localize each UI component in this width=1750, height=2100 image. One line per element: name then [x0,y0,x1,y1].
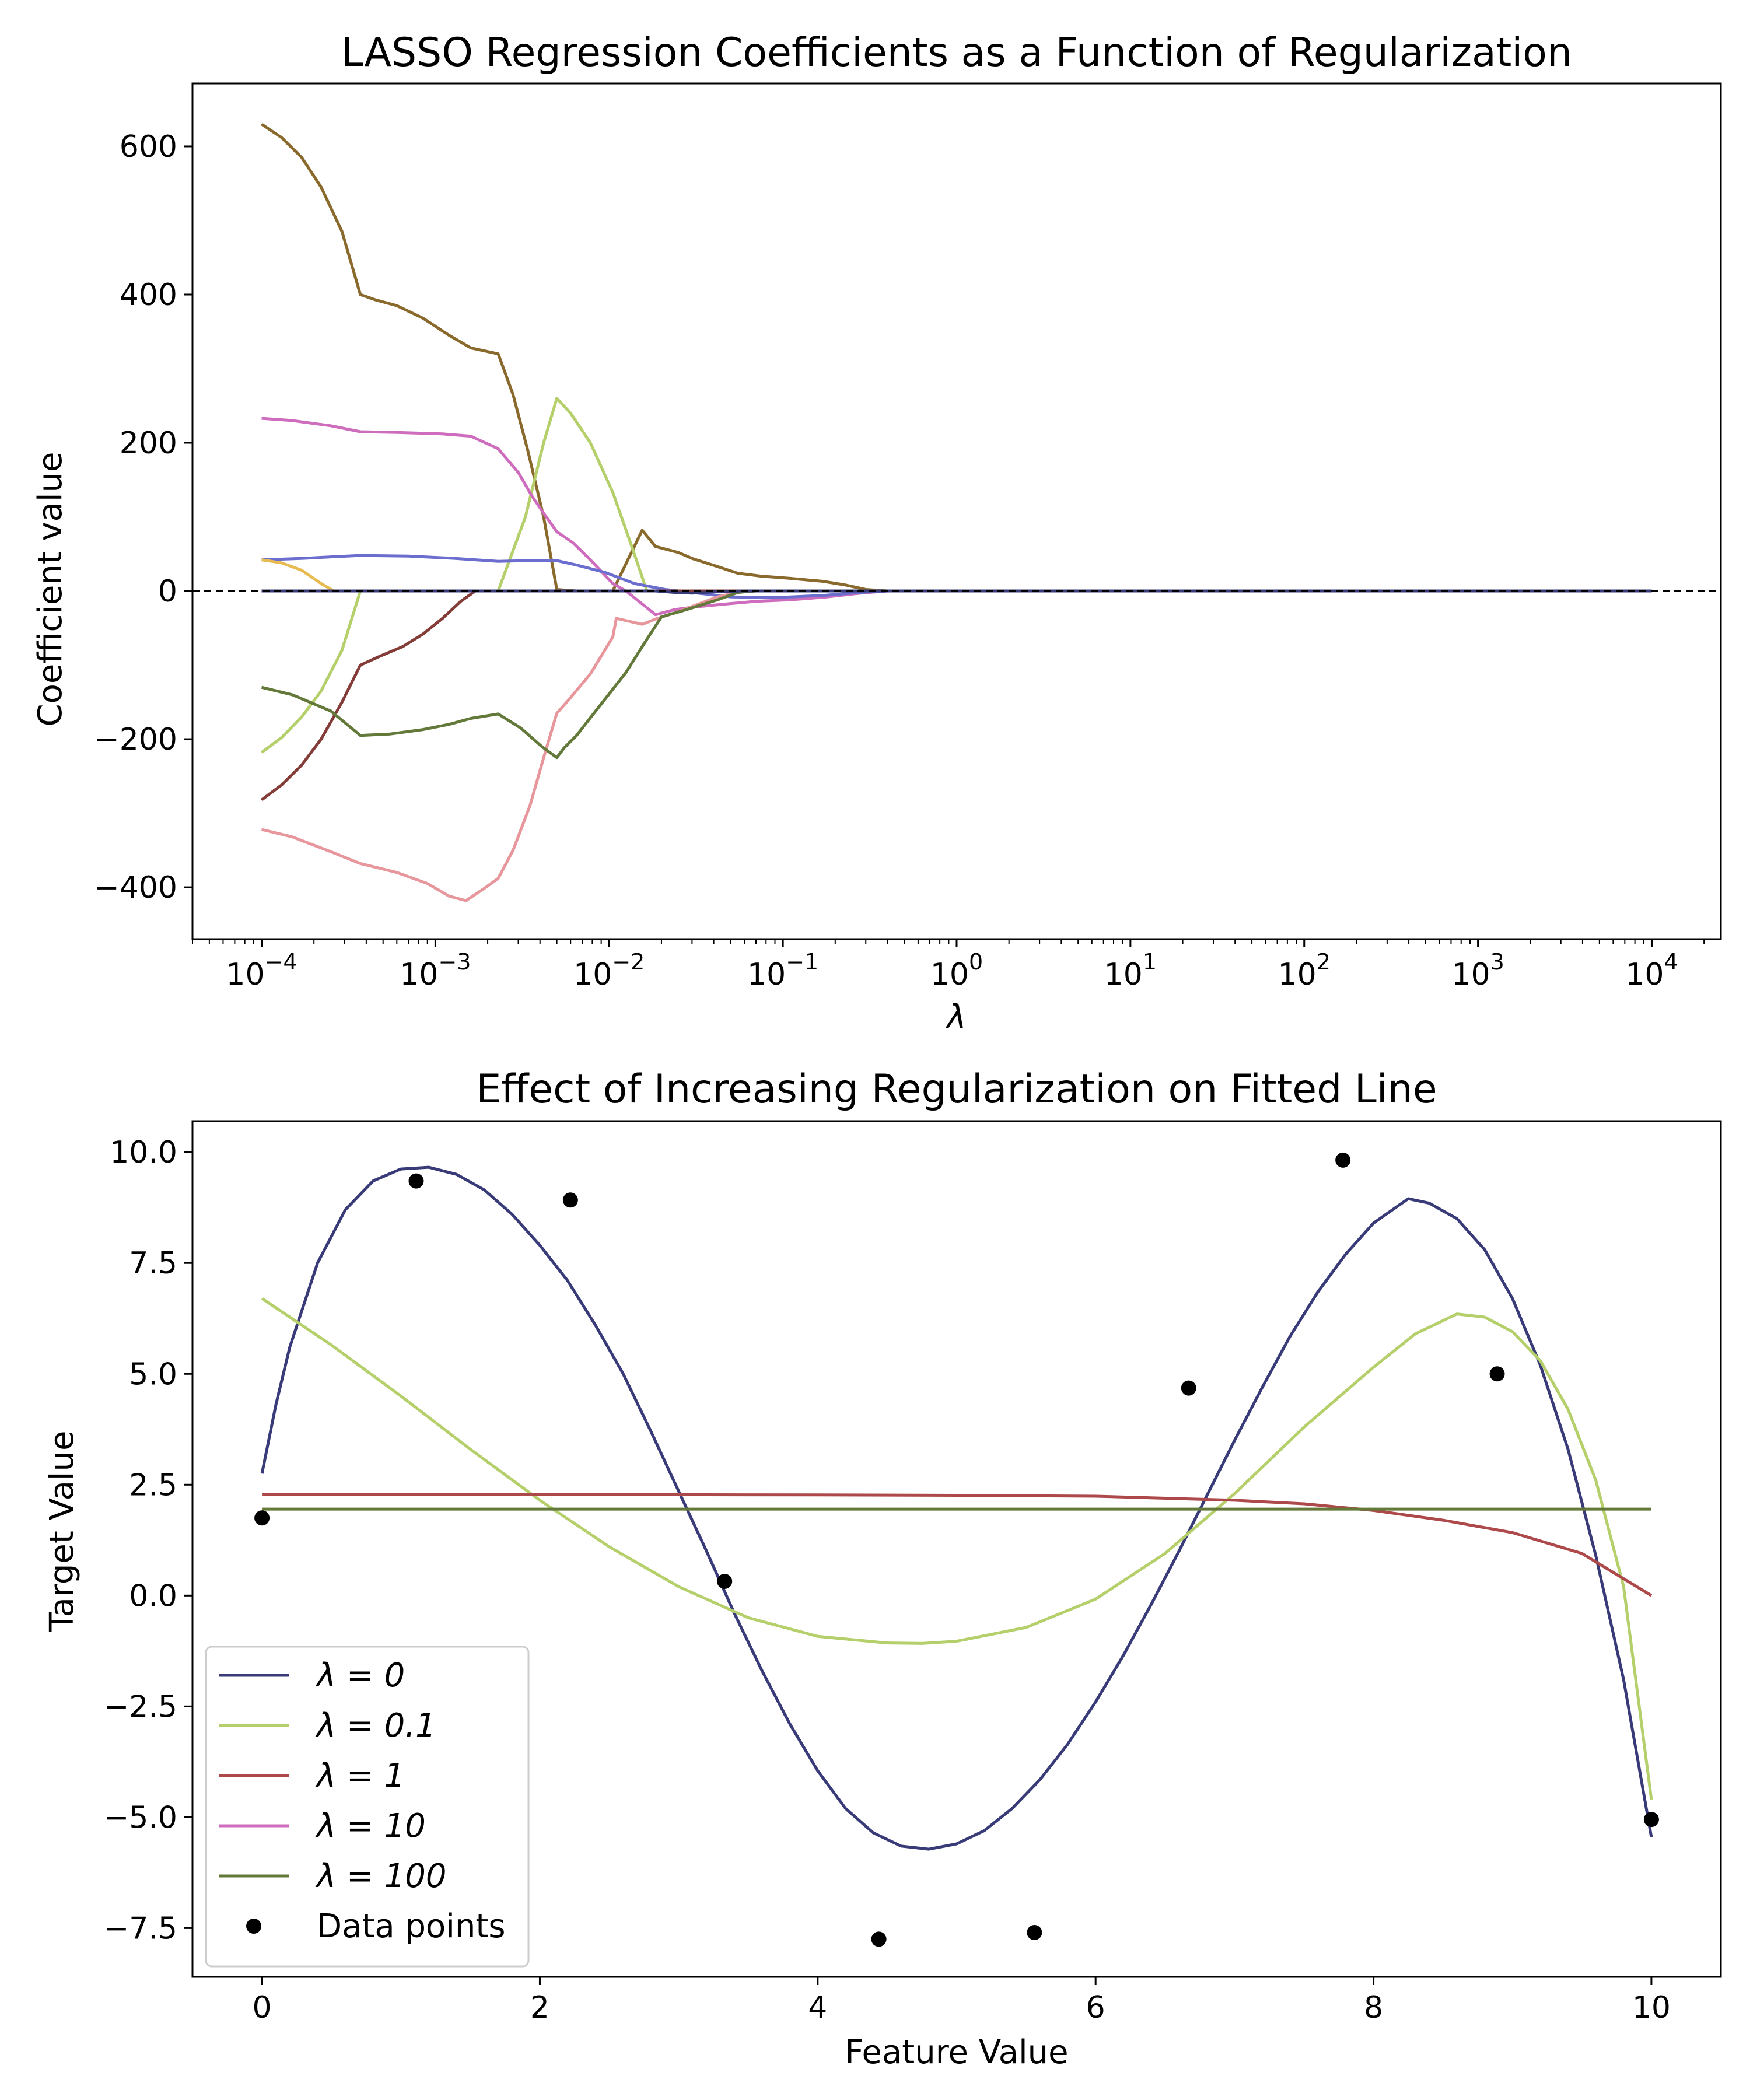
data-point [1335,1152,1351,1168]
chart2-y-tick-label: −5.0 [104,1800,177,1835]
legend-label-lambda-1: λ = 1 [315,1757,405,1795]
chart2-frame [191,1120,1722,1978]
chart1-y-tick-label: 0 [158,574,177,609]
data-point [1489,1366,1505,1382]
data-point [717,1573,733,1589]
fitted-line-series-1 [260,1166,1653,1851]
chart1-x-ticks: 10−4 10−3 10−2 10−1 100 101 102 103 104 [226,939,1678,992]
coefficient-path-2 [261,397,1652,754]
data-point [408,1173,424,1189]
chart2-x-tick-label: 8 [1364,1990,1383,2025]
chart1-y-ticks: 600 400 200 0 −200 −400 [94,130,192,905]
legend-label-lambda-10: λ = 10 [315,1807,426,1845]
chart2-x-tick-label: 6 [1086,1990,1105,2025]
data-point [871,1931,887,1947]
chart1-y-tick-label: −400 [94,870,177,905]
coefficient-path-4 [261,554,1652,599]
chart2-x-tick-label: 0 [253,1990,272,2025]
chart2-legend: λ = 0 λ = 0.1 λ = 1 λ = 10 λ = 100 Data … [205,1646,530,1968]
chart1-x-tick-label: 103 [1451,949,1504,992]
chart2-y-tick-label: 2.5 [129,1468,177,1503]
data-point [1027,1924,1042,1940]
chart1-x-tick-label: 100 [930,949,983,992]
legend-label-lambda-0: λ = 0 [315,1657,405,1695]
coefficient-path-3 [261,416,1652,617]
legend-label-lambda-100: λ = 100 [315,1857,447,1895]
chart2-y-tick-label: 7.5 [129,1246,177,1281]
chart2-x-tick-label: 2 [530,1990,550,2025]
chart2-y-ticks: 10.0 7.5 5.0 2.5 0.0 −2.5 −5.0 −7.5 [104,1135,192,1946]
chart2-y-tick-label: −7.5 [104,1911,177,1946]
chart2-y-tick-label: −2.5 [104,1689,177,1724]
chart2-y-tick-label: 0.0 [129,1578,177,1614]
legend-swatch-data-points [246,1919,261,1934]
chart2-x-tick-label: 4 [808,1990,827,2025]
chart1-x-axis-label: λ [945,998,966,1036]
data-point [254,1510,270,1526]
chart2-x-ticks: 0 2 4 6 8 10 [253,1977,1671,2025]
chart1-x-tick-label: 102 [1278,949,1331,992]
chart1-title: LASSO Regression Coefficients as a Funct… [341,30,1572,76]
chart2-plot-area [254,1152,1659,1947]
chart1-y-tick-label: 400 [120,278,177,313]
chart1-x-tick-label: 10−1 [747,949,818,992]
chart1-x-tick-label: 10−4 [226,949,297,992]
chart1-x-tick-label: 10−3 [400,949,471,992]
chart1-frame [191,82,1722,940]
fitted-line-chart: Effect of Increasing Regularization on F… [43,1066,1722,2071]
data-point [562,1192,578,1208]
coefficient-path-8 [261,589,1652,760]
data-point [1181,1380,1196,1396]
fitted-line-series-2 [261,1297,1653,1800]
chart2-x-axis-label: Feature Value [845,2034,1068,2071]
chart1-plot-area [192,123,1721,902]
chart2-y-axis-label: Target Value [43,1431,81,1633]
chart1-x-tick-label: 104 [1625,949,1678,992]
chart1-y-tick-label: −200 [94,722,177,757]
coefficient-path-chart: LASSO Regression Coefficients as a Funct… [32,30,1722,1036]
chart2-y-tick-label: 10.0 [110,1135,177,1170]
chart2-y-tick-label: 5.0 [129,1357,177,1392]
chart1-x-tick-label: 10−2 [573,949,645,992]
chart1-y-tick-label: 200 [120,426,177,461]
legend-label-lambda-0-1: λ = 0.1 [315,1707,436,1745]
legend-label-data-points: Data points [317,1908,506,1945]
chart1-y-axis-label: Coefficient value [32,452,69,727]
chart1-x-tick-label: 101 [1104,949,1157,992]
chart1-y-tick-label: 600 [120,130,177,164]
data-point [1643,1812,1659,1828]
fitted-line-series-3 [262,1493,1653,1597]
chart2-title: Effect of Increasing Regularization on F… [476,1066,1437,1112]
chart2-x-tick-label: 10 [1632,1990,1671,2025]
